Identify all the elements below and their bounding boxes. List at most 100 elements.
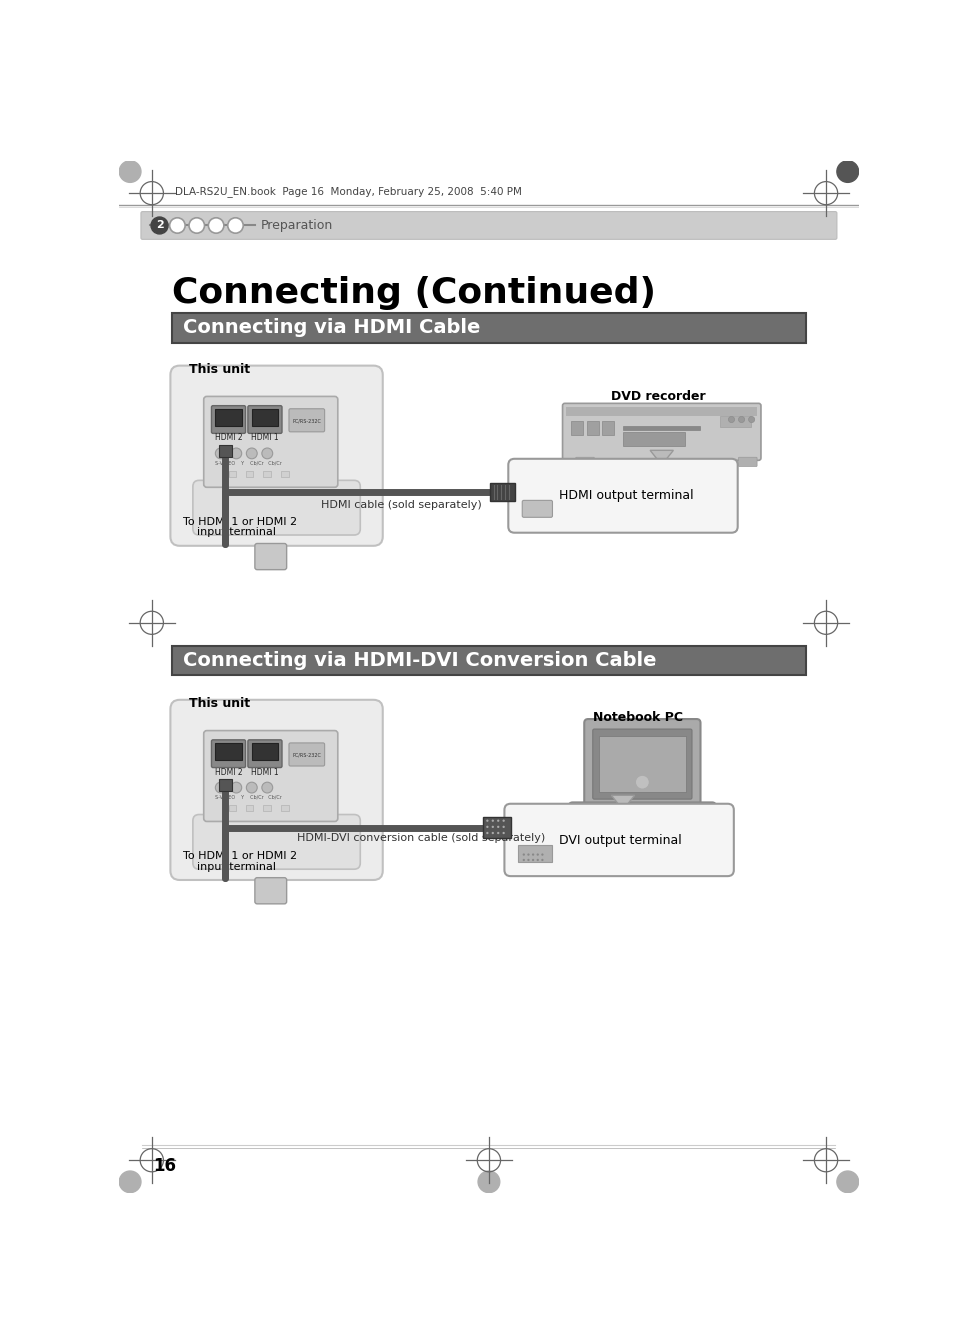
Bar: [631, 828, 641, 835]
Text: To HDMI 1 or HDMI 2: To HDMI 1 or HDMI 2: [183, 851, 296, 860]
Bar: [656, 816, 666, 824]
Bar: [643, 816, 654, 824]
Text: 16: 16: [153, 1156, 176, 1175]
Text: Notebook PC: Notebook PC: [593, 712, 682, 725]
FancyBboxPatch shape: [172, 646, 805, 675]
FancyBboxPatch shape: [521, 500, 552, 517]
Text: DLA-RS2U_EN.book  Page 16  Monday, February 25, 2008  5:40 PM: DLA-RS2U_EN.book Page 16 Monday, Februar…: [174, 186, 521, 197]
Bar: [668, 816, 679, 824]
Circle shape: [486, 825, 488, 828]
Circle shape: [189, 218, 204, 233]
Circle shape: [231, 783, 241, 793]
FancyBboxPatch shape: [219, 445, 232, 457]
FancyBboxPatch shape: [252, 409, 278, 426]
Bar: [618, 816, 629, 824]
Text: HDMI-DVI conversion cable (sold separately): HDMI-DVI conversion cable (sold separate…: [297, 833, 545, 843]
FancyBboxPatch shape: [141, 212, 836, 240]
Text: HDMI cable (sold separately): HDMI cable (sold separately): [320, 500, 481, 511]
Bar: [245, 472, 253, 477]
Bar: [598, 736, 685, 792]
Circle shape: [119, 161, 141, 182]
Bar: [606, 828, 617, 835]
Circle shape: [536, 859, 538, 862]
FancyBboxPatch shape: [508, 458, 737, 533]
Circle shape: [261, 448, 273, 458]
Circle shape: [231, 448, 241, 458]
Bar: [693, 816, 703, 824]
FancyBboxPatch shape: [204, 397, 337, 488]
FancyBboxPatch shape: [583, 720, 700, 808]
Circle shape: [540, 854, 543, 856]
FancyBboxPatch shape: [171, 366, 382, 545]
FancyBboxPatch shape: [248, 406, 282, 433]
Text: PC/RS-232C: PC/RS-232C: [292, 753, 321, 757]
Text: PC/RS-232C: PC/RS-232C: [292, 418, 321, 423]
Bar: [693, 828, 703, 835]
Bar: [586, 421, 598, 436]
Circle shape: [748, 417, 754, 422]
Circle shape: [246, 448, 257, 458]
FancyBboxPatch shape: [215, 409, 241, 426]
Text: HDMI 2: HDMI 2: [214, 434, 242, 442]
FancyBboxPatch shape: [193, 815, 360, 870]
Text: Connecting via HDMI-DVI Conversion Cable: Connecting via HDMI-DVI Conversion Cable: [183, 651, 656, 670]
Circle shape: [502, 820, 504, 821]
Bar: [594, 816, 604, 824]
Circle shape: [836, 1171, 858, 1193]
Circle shape: [540, 859, 543, 862]
FancyBboxPatch shape: [204, 730, 337, 821]
FancyBboxPatch shape: [215, 742, 241, 760]
Bar: [680, 839, 691, 847]
Circle shape: [728, 417, 734, 422]
Text: DVI output terminal: DVI output terminal: [558, 835, 680, 847]
Circle shape: [522, 854, 524, 856]
Bar: [656, 839, 666, 847]
FancyBboxPatch shape: [254, 544, 286, 570]
Text: input terminal: input terminal: [183, 862, 275, 871]
FancyBboxPatch shape: [575, 457, 594, 466]
Text: HDMI 1: HDMI 1: [251, 434, 278, 442]
Bar: [643, 828, 654, 835]
Bar: [229, 805, 236, 812]
Circle shape: [497, 825, 498, 828]
Bar: [618, 828, 629, 835]
Circle shape: [497, 820, 498, 821]
FancyBboxPatch shape: [517, 846, 552, 862]
Bar: [594, 828, 604, 835]
Polygon shape: [611, 795, 634, 809]
Circle shape: [170, 218, 185, 233]
Bar: [581, 816, 592, 824]
Text: This unit: This unit: [189, 698, 250, 710]
Bar: [229, 472, 236, 477]
Bar: [594, 839, 604, 847]
Bar: [581, 839, 592, 847]
Text: 2: 2: [155, 221, 163, 230]
Circle shape: [477, 1171, 499, 1193]
Text: Connecting via HDMI Cable: Connecting via HDMI Cable: [183, 319, 479, 338]
Polygon shape: [649, 450, 673, 465]
Bar: [281, 472, 289, 477]
FancyBboxPatch shape: [738, 457, 757, 466]
Text: HDMI 2: HDMI 2: [214, 768, 242, 777]
Bar: [571, 421, 583, 436]
FancyBboxPatch shape: [248, 740, 282, 768]
FancyBboxPatch shape: [490, 482, 515, 501]
Text: input terminal: input terminal: [183, 528, 275, 537]
FancyBboxPatch shape: [613, 839, 670, 856]
Circle shape: [215, 448, 226, 458]
Circle shape: [532, 854, 534, 856]
Bar: [680, 816, 691, 824]
Circle shape: [246, 783, 257, 793]
FancyBboxPatch shape: [172, 314, 805, 343]
Text: This unit: This unit: [189, 363, 250, 377]
FancyBboxPatch shape: [504, 804, 733, 876]
FancyBboxPatch shape: [562, 403, 760, 461]
Bar: [606, 816, 617, 824]
Circle shape: [527, 859, 529, 862]
Circle shape: [261, 783, 273, 793]
Circle shape: [486, 820, 488, 821]
Bar: [606, 839, 617, 847]
Circle shape: [228, 218, 243, 233]
Bar: [631, 839, 641, 847]
Text: HDMI output terminal: HDMI output terminal: [558, 489, 694, 502]
